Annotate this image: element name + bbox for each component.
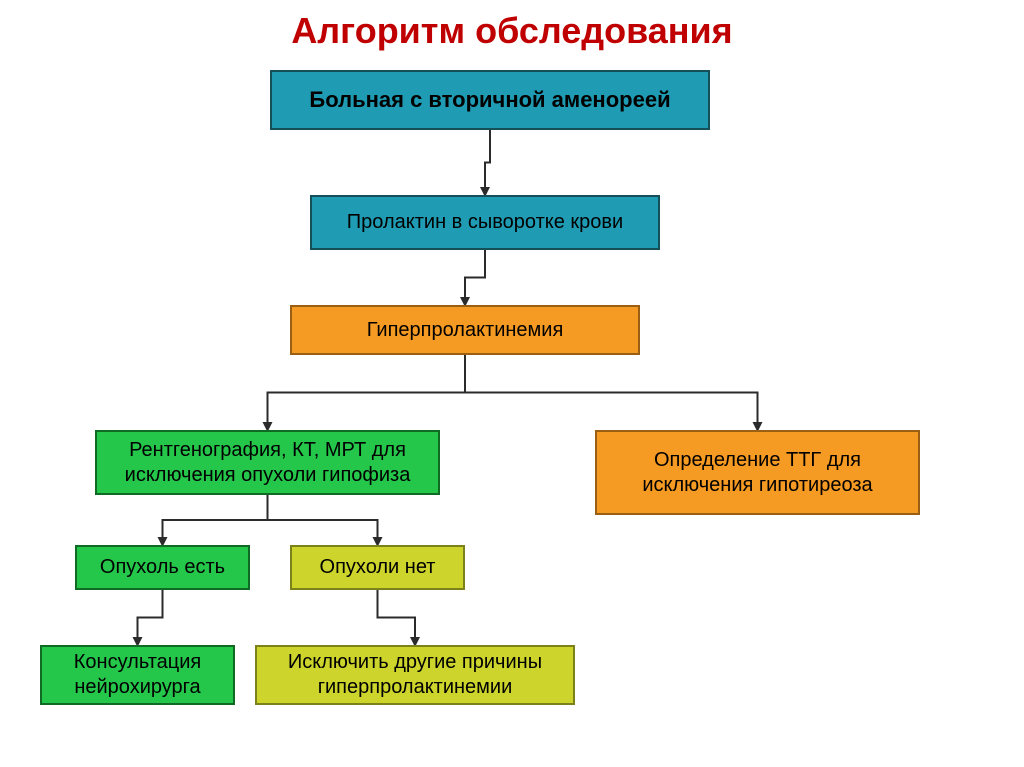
node-neuro: Консультация нейрохирурга xyxy=(40,645,235,705)
edge-tumor_no-to-other xyxy=(378,590,416,645)
edge-prolactin-to-hyper xyxy=(465,250,485,305)
node-other: Исключить другие причины гиперпролактине… xyxy=(255,645,575,705)
node-tumor_no: Опухоли нет xyxy=(290,545,465,590)
node-imaging-label: Рентгенография, КТ, МРТ для исключения о… xyxy=(97,434,438,492)
node-tumor_yes-label: Опухоль есть xyxy=(92,551,233,584)
node-tumor_no-label: Опухоли нет xyxy=(312,551,444,584)
node-prolactin: Пролактин в сыворотке крови xyxy=(310,195,660,250)
edge-imaging-to-tumor_yes xyxy=(163,495,268,545)
node-neuro-label: Консультация нейрохирурга xyxy=(42,646,233,704)
node-imaging: Рентгенография, КТ, МРТ для исключения о… xyxy=(95,430,440,495)
node-hyper: Гиперпролактинемия xyxy=(290,305,640,355)
edge-imaging-to-tumor_no xyxy=(268,495,378,545)
edge-patient-to-prolactin xyxy=(485,130,490,195)
chart-title: Алгоритм обследования xyxy=(0,10,1024,52)
node-ttg-label: Определение ТТГ для исключения гипотирео… xyxy=(597,444,918,502)
edge-tumor_yes-to-neuro xyxy=(138,590,163,645)
node-patient: Больная с вторичной аменореей xyxy=(270,70,710,130)
edge-hyper-to-ttg xyxy=(465,355,758,430)
chart-title-text: Алгоритм обследования xyxy=(291,10,732,51)
node-ttg: Определение ТТГ для исключения гипотирео… xyxy=(595,430,920,515)
node-patient-label: Больная с вторичной аменореей xyxy=(301,82,678,118)
edge-hyper-to-imaging xyxy=(268,355,466,430)
node-prolactin-label: Пролактин в сыворотке крови xyxy=(339,206,631,239)
node-tumor_yes: Опухоль есть xyxy=(75,545,250,590)
node-other-label: Исключить другие причины гиперпролактине… xyxy=(257,646,573,704)
node-hyper-label: Гиперпролактинемия xyxy=(359,314,572,347)
